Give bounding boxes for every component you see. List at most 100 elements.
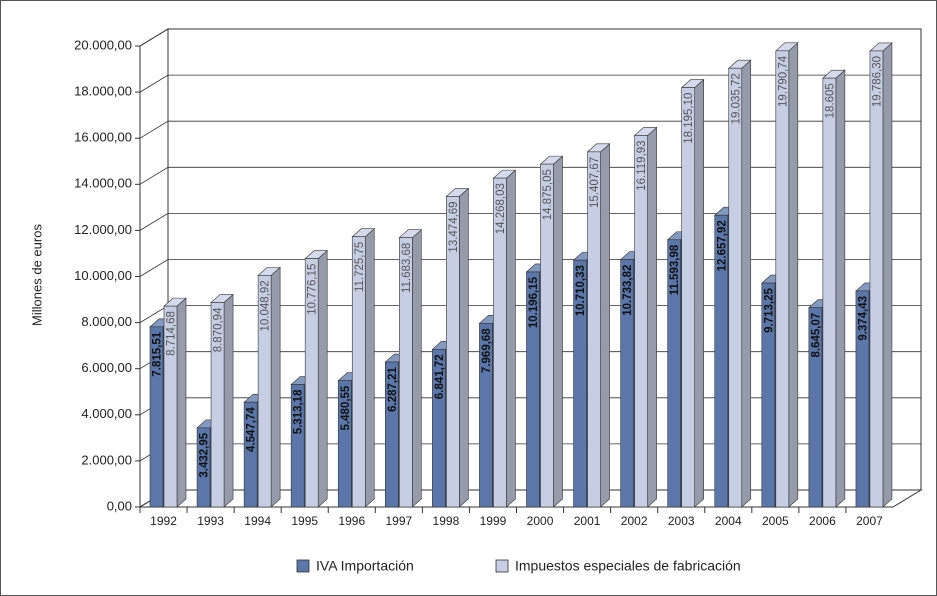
value-label: 3.432,95 <box>199 432 211 477</box>
bar-side <box>647 126 657 508</box>
y-tick-label: 12.000,00 <box>74 222 132 237</box>
bar <box>493 177 507 508</box>
x-tick-label: 2005 <box>762 514 789 528</box>
x-tick-label: 1993 <box>197 514 224 528</box>
y-tick-label: 18.000,00 <box>74 84 132 99</box>
bar <box>540 163 554 508</box>
bar-side <box>835 69 846 508</box>
x-tick-label: 1996 <box>338 514 365 528</box>
value-label: 11.593,98 <box>669 244 681 295</box>
value-label: 9.374,43 <box>857 296 869 341</box>
y-tick-label: 6.000,00 <box>81 360 132 375</box>
value-label: 19.790,74 <box>777 55 789 107</box>
bar-side <box>412 229 422 508</box>
value-label: 8.870,94 <box>213 307 225 352</box>
bar-side <box>459 187 469 508</box>
x-tick-label: 1997 <box>385 514 412 528</box>
x-tick-label: 2000 <box>527 514 554 528</box>
y-tick-label: 14.000,00 <box>74 176 132 191</box>
x-tick-label: 1995 <box>291 514 318 528</box>
value-label: 8.714,68 <box>166 311 178 356</box>
value-label: 10.733,82 <box>622 265 634 316</box>
bar <box>243 401 258 508</box>
bar-side <box>506 169 516 508</box>
value-label: 19.786,30 <box>871 56 883 107</box>
bar <box>385 361 399 508</box>
bar-side <box>223 293 234 508</box>
legend-swatch <box>495 559 509 573</box>
value-label: 19.035,72 <box>730 73 742 124</box>
value-label: 14.268,03 <box>495 183 507 234</box>
y-tick-label: 20.000,00 <box>74 37 132 52</box>
x-tick-label: 2006 <box>809 514 836 528</box>
grid-line <box>139 120 921 139</box>
value-label: 7.969,68 <box>481 328 493 373</box>
value-label: 6.287,21 <box>387 366 399 411</box>
grid-line <box>139 166 921 185</box>
bar <box>304 258 319 508</box>
bar <box>526 271 540 508</box>
legend-swatch <box>296 559 310 573</box>
value-label: 10.776,15 <box>307 264 319 315</box>
bar-side <box>364 228 375 508</box>
value-label: 13.474,69 <box>448 201 460 252</box>
bar <box>257 275 272 508</box>
x-tick-label: 1999 <box>480 514 507 528</box>
bar <box>479 322 493 508</box>
bar <box>573 259 587 508</box>
value-label: 5.480,55 <box>340 385 352 430</box>
y-tick-label: 2.000,00 <box>81 452 132 467</box>
bar <box>337 380 352 508</box>
value-label: 6.841,72 <box>434 354 446 399</box>
bar <box>822 77 837 508</box>
value-label: 4.547,74 <box>246 407 258 452</box>
y-tick-label: 8.000,00 <box>81 314 132 329</box>
bar-side <box>694 78 704 508</box>
x-tick-label: 2007 <box>856 514 883 528</box>
grid-line <box>139 28 921 47</box>
value-label: 10.196,15 <box>528 276 540 328</box>
bar <box>855 290 870 508</box>
value-label: 10.710,33 <box>575 265 587 316</box>
bar-side <box>553 155 563 508</box>
bar <box>399 237 413 508</box>
value-label: 11.725,75 <box>354 242 366 292</box>
bar <box>634 135 648 508</box>
grid-line <box>139 74 921 93</box>
x-tick-label: 2004 <box>715 514 742 528</box>
value-label: 9.713,25 <box>763 288 775 333</box>
y-tick-label: 16.000,00 <box>74 130 132 145</box>
value-label: 15.407,67 <box>589 157 601 208</box>
bar-side <box>741 59 752 508</box>
bar-side <box>882 42 893 508</box>
bar-side <box>317 249 328 508</box>
bar <box>775 50 790 508</box>
value-label: 5.313,18 <box>293 389 305 434</box>
bar <box>432 348 446 508</box>
legend-label: IVA Importación <box>316 558 414 574</box>
bar <box>620 259 634 508</box>
value-label: 16.119,93 <box>636 140 648 190</box>
bar <box>587 151 601 508</box>
bar <box>163 305 178 508</box>
x-tick-label: 2001 <box>574 514 601 528</box>
bar <box>714 214 729 508</box>
y-tick-label: 10.000,00 <box>74 268 132 283</box>
bar <box>869 50 884 508</box>
bar-side <box>788 42 799 508</box>
bar <box>149 326 164 508</box>
bar <box>196 427 211 508</box>
y-tick-label: 0,00 <box>107 498 132 513</box>
bar-side <box>600 143 610 508</box>
bar <box>667 239 681 508</box>
x-tick-label: 1994 <box>244 514 271 528</box>
bar <box>446 196 460 508</box>
x-tick-label: 1992 <box>150 514 177 528</box>
bar <box>808 307 823 508</box>
x-tick-label: 1998 <box>433 514 460 528</box>
bar <box>761 282 776 508</box>
y-tick-label: 4.000,00 <box>81 406 132 421</box>
y-axis-label: Millones de euros <box>29 224 44 326</box>
x-tick-label: 2003 <box>668 514 695 528</box>
value-label: 18.195,10 <box>683 93 695 144</box>
